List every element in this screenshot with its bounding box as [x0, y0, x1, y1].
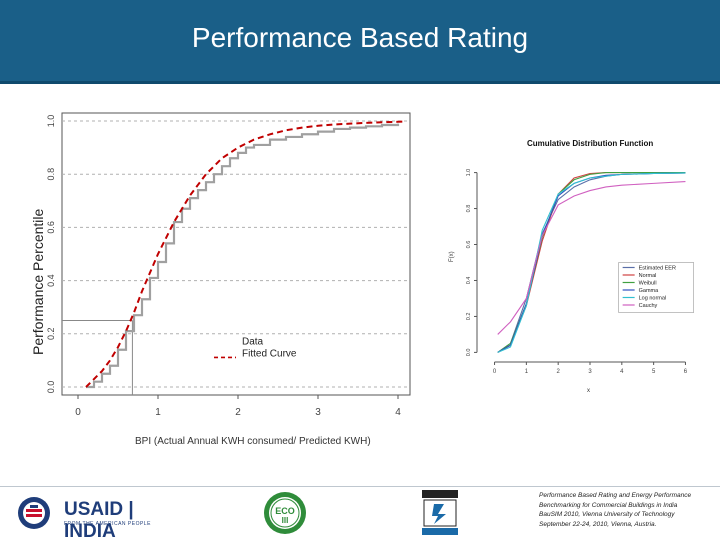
citation-line: BauSIM 2010, Vienna University of Techno…	[539, 511, 675, 519]
chart1-y-ticks: 0.0 0.2 0.4 0.6 0.8 1.0	[46, 115, 56, 394]
slide-title: Performance Based Rating	[191, 22, 529, 53]
chart1-y-tick-label: 1.0	[46, 115, 56, 128]
chart2-y-ticks: 0.0 0.2 0.4 0.6 0.8 1.0	[466, 169, 477, 356]
chart1-legend-entry: Data	[242, 336, 264, 347]
slide-header: Performance Based Rating	[0, 0, 720, 84]
chart2-y-tick-label: 0.8	[466, 205, 472, 213]
eco-iii-logo: ECO III	[264, 492, 306, 534]
citation-line: Performance Based Rating and Energy Perf…	[539, 492, 692, 499]
chart2-x-tick-label: 4	[620, 369, 624, 375]
chart2-y-tick-label: 0.4	[466, 277, 472, 285]
chart1-x-ticks: 0 1 2 3 4	[75, 395, 401, 418]
chart1-y-tick-label: 0.8	[46, 168, 56, 181]
eco-wordmark: ECO	[275, 506, 295, 516]
chart1-x-tick-label: 1	[155, 407, 161, 418]
cdf-chart: Cumulative Distribution Function 0.00.20…	[449, 139, 694, 394]
chart1-gridlines	[61, 112, 411, 396]
chart1-plot-frame	[61, 112, 411, 396]
chart2-legend-box	[618, 262, 694, 313]
eco-numeral: III	[282, 516, 289, 525]
chart2-y-tick-label: 0.0	[466, 349, 472, 357]
chart1-x-axis-label: BPI (Actual Annual KWH consumed/ Predict…	[135, 436, 371, 447]
chart2-x-tick-label: 2	[557, 369, 561, 375]
bureau-energy-efficiency-logo	[422, 490, 458, 535]
chart2-y-axis-label: F(x)	[449, 251, 455, 262]
chart1-series	[62, 120, 407, 395]
chart2-legend-entry: Log normal	[639, 295, 667, 301]
chart2-y-tick-label: 0.6	[466, 241, 472, 249]
chart2-series	[497, 172, 686, 353]
usaid-tagline: FROM THE AMERICAN PEOPLE	[64, 521, 151, 527]
citation-line: Benchmarking for Commercial Buildings in…	[539, 501, 678, 509]
chart1-x-tick-label: 0	[75, 407, 81, 418]
chart2-y-tick-label: 1.0	[466, 169, 472, 177]
footer-divider	[0, 486, 720, 487]
usaid-wordmark: USAID | INDIA	[64, 499, 134, 542]
chart1-y-axis-label: Performance Percentile	[30, 208, 46, 355]
chart2-y-tick-label: 0.2	[466, 313, 472, 321]
chart1-y-tick-label: 0.4	[46, 274, 56, 287]
chart1-x-tick-label: 3	[315, 407, 321, 418]
chart1-x-tick-label: 4	[395, 407, 401, 418]
chart1-y-tick-label: 0.0	[46, 381, 56, 394]
chart2-legend-entry: Estimated EER	[639, 265, 676, 271]
chart2-x-axis-label: x	[587, 388, 590, 394]
chart1-y-tick-label: 0.2	[46, 328, 56, 341]
chart2-x-ticks: 0 1 2 3 4 5 6	[493, 362, 688, 375]
chart2-x-tick-label: 3	[588, 369, 592, 375]
chart1-series-fitted-curve	[85, 120, 407, 388]
chart2-legend-entry: Normal	[639, 273, 657, 279]
chart2-series-line	[497, 181, 686, 335]
chart1-y-tick-label: 0.6	[46, 221, 56, 234]
chart2-legend-entry: Gamma	[639, 288, 660, 294]
chart2-legend-entry: Cauchy	[639, 303, 658, 309]
citation-block: Performance Based Rating and Energy Perf…	[539, 491, 717, 529]
chart1-series-data	[86, 123, 400, 389]
usaid-seal-icon	[18, 497, 50, 529]
chart1-x-tick-label: 2	[235, 407, 241, 418]
chart2-x-tick-label: 1	[525, 369, 529, 375]
chart2-x-tick-label: 6	[684, 369, 688, 375]
citation-line: September 22-24, 2010, Vienna, Austria.	[539, 520, 657, 528]
chart2-title: Cumulative Distribution Function	[527, 139, 653, 148]
chart1-legend-entry: Fitted Curve	[242, 348, 297, 359]
usaid-logo: USAID | INDIA FROM THE AMERICAN PEOPLE	[14, 495, 184, 542]
chart2-series-line	[497, 172, 686, 353]
chart2-x-tick-label: 5	[652, 369, 656, 375]
chart2-x-tick-label: 0	[493, 369, 497, 375]
chart2-legend-entry: Weibull	[639, 280, 657, 286]
